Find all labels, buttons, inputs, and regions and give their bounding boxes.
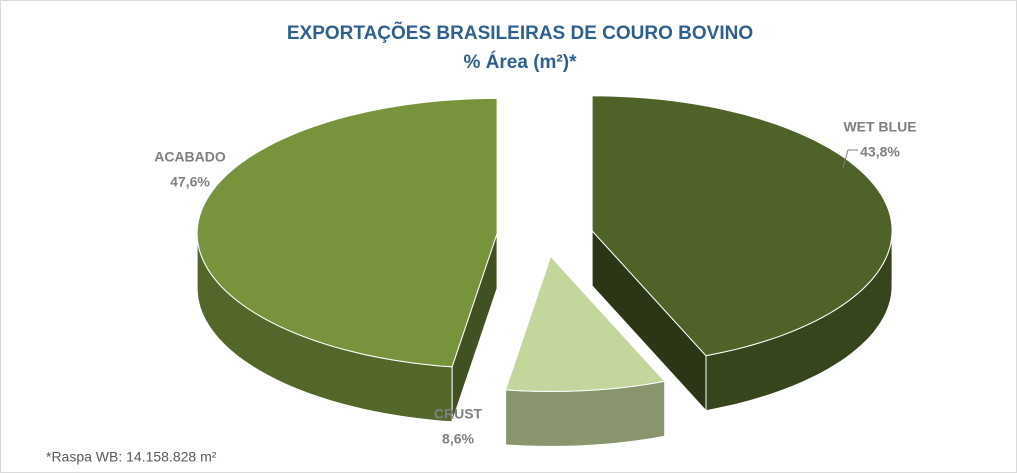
slice [504,255,666,447]
slice-top [504,255,666,392]
data-label-value: 8,6% [442,431,474,447]
data-label-name: WET BLUE [843,119,916,135]
data-label-value: 43,8% [860,144,900,160]
slice-top [196,97,498,368]
slice [591,95,893,412]
data-label-name: ACABADO [154,149,226,165]
footnote: *Raspa WB: 14.158.828 m² [46,449,217,465]
slice [196,97,498,423]
chart-title: EXPORTAÇÕES BRASILEIRAS DE COURO BOVINO [287,22,753,44]
data-label-value: 47,6% [170,174,210,190]
leader-line [842,149,858,169]
chart-subtitle: % Área (m²)* [464,51,578,73]
data-label-name: CRUST [434,406,483,422]
slice-top [591,95,893,357]
